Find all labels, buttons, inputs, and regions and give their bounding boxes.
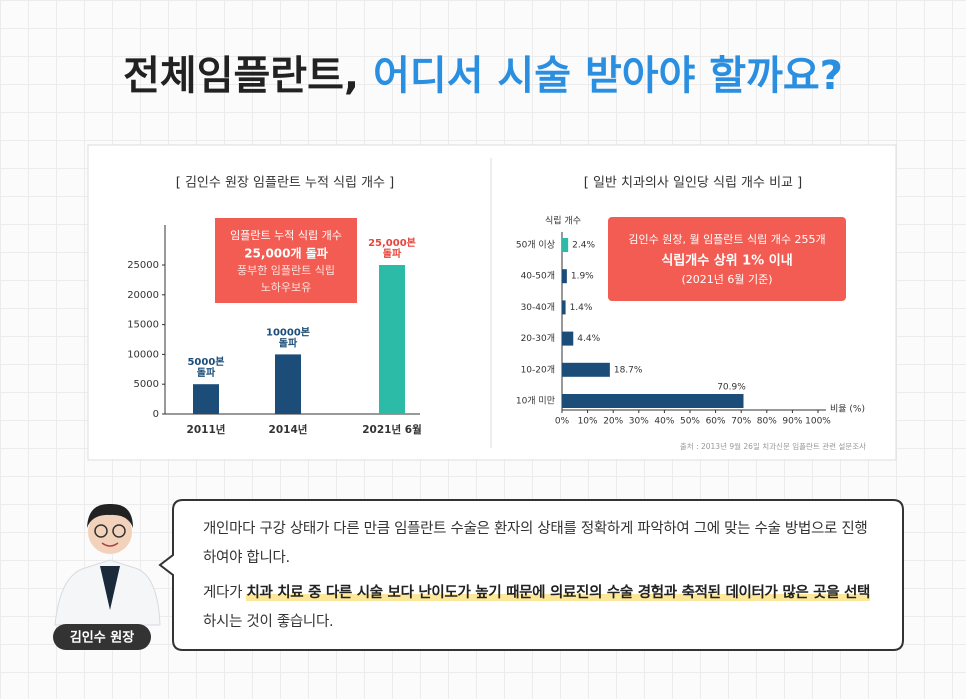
- headline-blue: 어디서 시술 받아야 할까요?: [373, 53, 843, 99]
- bar: [562, 362, 610, 377]
- value-label: 2.4%: [572, 241, 595, 251]
- value-label-line: 5000본: [187, 356, 224, 368]
- value-label: 5000본 돌파: [187, 356, 224, 379]
- x-tick-label: 100%: [805, 417, 831, 427]
- y-tick-label: 10000: [127, 349, 159, 360]
- x-tick-label: 60%: [706, 417, 726, 427]
- annotation-text: 임플란트 누적 식립 개수: [230, 229, 342, 242]
- value-label-line: 10000본: [266, 326, 310, 338]
- name-badge: [53, 624, 151, 650]
- message-paragraph: 게다가 치과 치료 중 다른 시술 보다 난이도가 높기 때문에 의료진의 수술…: [203, 579, 875, 637]
- value-label: 18.7%: [614, 365, 643, 375]
- annotation-text: 식립개수 상위 1% 이내: [661, 253, 792, 269]
- x-tick-label: 70%: [731, 417, 751, 427]
- source: 출처 : 2013년 9월 26일 치과신문 임플란트 관련 설문조사: [680, 441, 866, 451]
- value-label: 70.9%: [717, 383, 746, 393]
- y-tick-label: 20-30개: [521, 333, 555, 344]
- text: 하시는 것이 좋습니다.: [203, 614, 334, 630]
- chart-title: [ 김인수 원장 임플란트 누적 식립 개수 ]: [176, 176, 394, 191]
- y-tick-label: 25000: [127, 260, 159, 271]
- bar: [562, 300, 566, 315]
- speech-bubble: [158, 499, 904, 651]
- annotation-text: 25,000개 돌파: [244, 246, 328, 261]
- value-label-line: 돌파: [383, 247, 402, 260]
- x-tick-label: 80%: [757, 417, 777, 427]
- x-tick-label: 10%: [578, 417, 598, 427]
- highlight: 치과 치료 중 다른 시술 보다 난이도가 높기 때문에 의료진의 수술 경험과…: [246, 585, 871, 601]
- doctor-illustration: [54, 503, 161, 626]
- x-tick-label: 90%: [782, 417, 802, 427]
- y-tick-label: 40-50개: [521, 271, 555, 282]
- text: 게다가: [203, 585, 247, 601]
- y-axis-label: 식립 개수: [545, 216, 581, 227]
- x-tick-label: 40%: [654, 417, 674, 427]
- annotation-text: 노하우보유: [261, 280, 312, 294]
- y-tick-label: 20000: [127, 290, 159, 301]
- value-label: 10000본 돌파: [266, 326, 310, 349]
- value-label: 1.4%: [570, 303, 593, 313]
- annotation-text: (2021년 6월 기준): [681, 273, 772, 286]
- x-tick-label: 50%: [680, 417, 700, 427]
- annotation-box: [608, 217, 846, 301]
- headline: 전체임플란트, 어디서 시술 받아야 할까요?: [123, 53, 843, 99]
- doctor-name: 김인수 원장: [70, 630, 134, 646]
- bar: [275, 354, 301, 414]
- x-tick-label: 2014년: [269, 423, 308, 436]
- value-label: 1.9%: [571, 272, 594, 282]
- y-tick-label: 15000: [127, 320, 159, 331]
- value-label-line: 돌파: [197, 366, 216, 379]
- headline-black: 전체임플란트,: [123, 53, 359, 99]
- message-paragraph: 개인마다 구강 상태가 다른 만큼 임플란트 수술은 환자의 상태를 정확하게 …: [203, 521, 868, 566]
- y-tick-label: 50개 이상: [516, 240, 555, 251]
- x-tick-label: 20%: [603, 417, 623, 427]
- x-tick-label: 2021년 6월: [362, 423, 422, 436]
- y-tick-label: 10개 미만: [516, 396, 555, 407]
- x-tick-label: 30%: [629, 417, 649, 427]
- annotation-box: [215, 218, 357, 303]
- bar: [193, 384, 219, 414]
- x-tick-label: 0%: [555, 417, 570, 427]
- y-tick-label: 5000: [134, 379, 159, 390]
- value-label: 25,000본 돌파: [368, 237, 416, 260]
- bar: [562, 238, 569, 252]
- x-tick-label: 2011년: [187, 423, 226, 436]
- y-tick-label: 10-20개: [521, 364, 555, 375]
- bar: [562, 394, 744, 408]
- chart-title: [ 일반 치과의사 일인당 식립 개수 비교 ]: [584, 176, 802, 191]
- bar: [562, 269, 567, 284]
- x-axis-label: 비율 (%): [830, 404, 865, 415]
- value-label-line: 25,000본: [368, 237, 416, 249]
- message: 개인마다 구강 상태가 다른 만큼 임플란트 수술은 환자의 상태를 정확하게 …: [203, 515, 875, 643]
- y-tick-label: 30-40개: [521, 302, 555, 313]
- bar: [562, 331, 574, 346]
- y-tick-label: 0: [153, 409, 159, 420]
- bar: [379, 265, 405, 414]
- annotation-text: 김인수 원장, 월 임플란트 식립 개수 255개: [628, 233, 825, 246]
- annotation-text: 풍부한 임플란트 식립: [237, 264, 335, 277]
- value-label: 4.4%: [577, 334, 600, 344]
- value-label-line: 돌파: [279, 336, 298, 349]
